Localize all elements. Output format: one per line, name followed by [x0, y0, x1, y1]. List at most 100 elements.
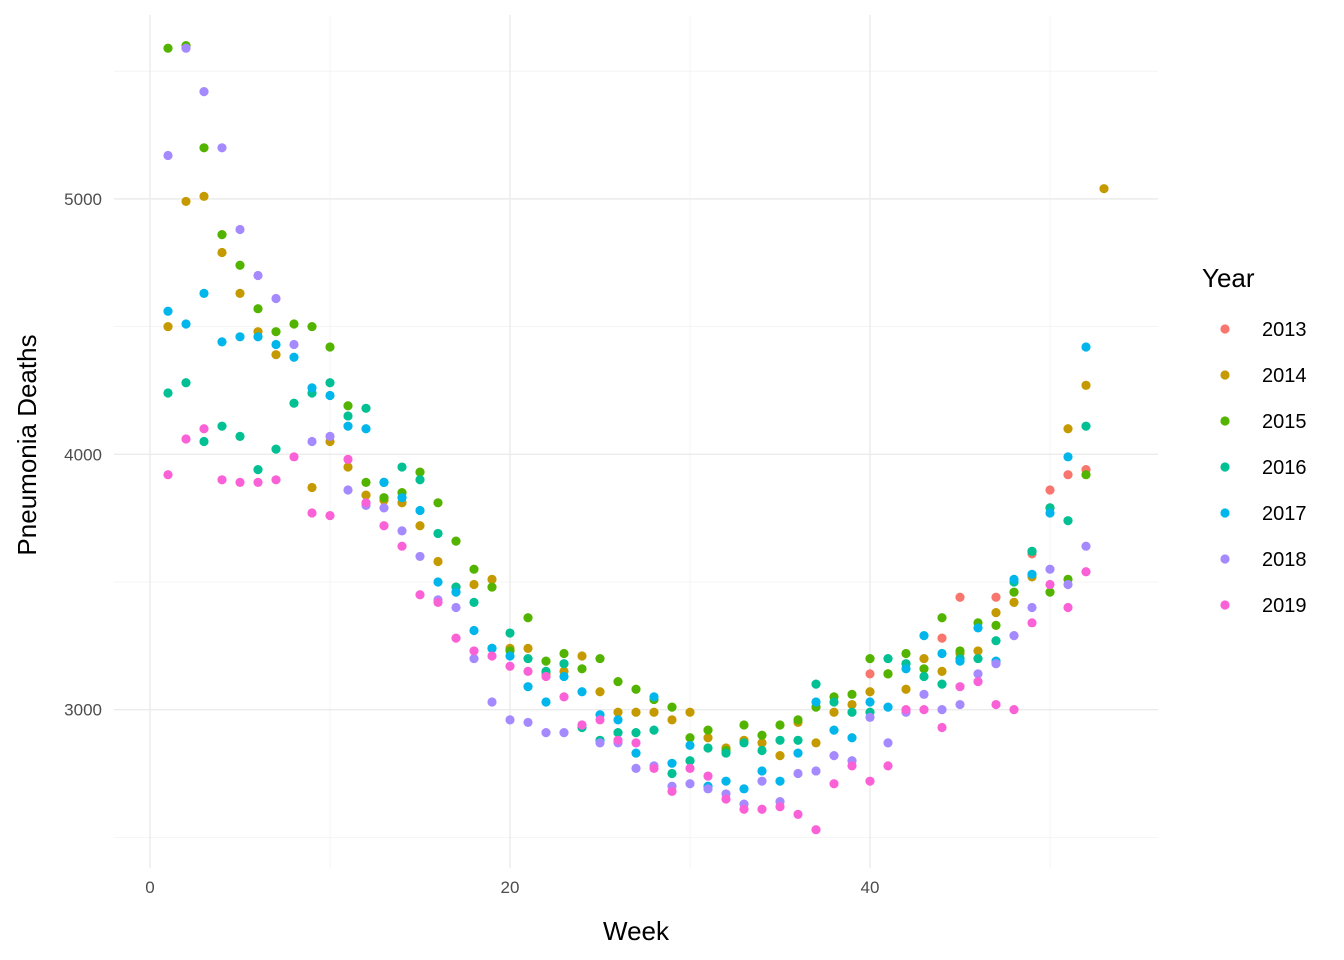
data-point [397, 462, 407, 472]
data-point [217, 475, 227, 485]
data-point [1027, 546, 1037, 556]
data-point [757, 804, 767, 814]
data-point [379, 493, 389, 503]
data-point [325, 342, 335, 352]
data-point [685, 740, 695, 751]
data-point [685, 756, 695, 766]
data-point [973, 669, 983, 679]
data-point [1081, 421, 1091, 431]
data-point [325, 390, 335, 401]
data-point [865, 776, 875, 786]
legend-label-2015: 2015 [1262, 411, 1307, 433]
data-point [487, 582, 497, 592]
data-point [163, 306, 173, 316]
data-point [937, 633, 947, 643]
legend-label-2014: 2014 [1262, 365, 1307, 387]
data-point [847, 699, 857, 710]
data-point [235, 477, 245, 487]
data-point [163, 388, 173, 398]
data-point [343, 462, 353, 472]
data-point [577, 651, 587, 661]
data-point [757, 745, 767, 756]
series-2017 [163, 288, 1091, 794]
data-point [739, 738, 749, 748]
data-point [181, 434, 191, 444]
data-point [181, 378, 191, 388]
data-point [865, 697, 875, 707]
data-point [1045, 587, 1055, 597]
data-point [667, 702, 677, 712]
data-point [955, 682, 965, 692]
data-point [919, 630, 929, 641]
x-axis-title: Week [603, 916, 670, 946]
data-point [217, 247, 227, 258]
data-point [343, 411, 353, 421]
data-point [829, 725, 839, 735]
data-point [757, 730, 767, 740]
data-point [361, 498, 371, 508]
data-point [469, 597, 479, 607]
legend-label-2013: 2013 [1262, 319, 1307, 341]
data-point [289, 339, 299, 350]
data-point [1063, 452, 1073, 462]
data-point [901, 664, 911, 674]
data-point [613, 707, 623, 717]
data-point [721, 776, 731, 786]
x-tick-label: 0 [145, 878, 154, 897]
data-point [415, 521, 425, 531]
data-point [1009, 574, 1019, 585]
data-point [865, 653, 875, 664]
data-point [235, 288, 245, 298]
data-point [703, 725, 713, 735]
data-point [433, 556, 443, 567]
data-point [703, 784, 713, 794]
data-point [235, 224, 245, 235]
data-point [919, 653, 929, 664]
data-point [199, 191, 209, 201]
data-point [1081, 380, 1091, 390]
data-point [1027, 602, 1037, 613]
data-point [937, 705, 947, 715]
data-point [757, 738, 767, 748]
data-point [379, 503, 389, 513]
data-point [415, 467, 425, 477]
data-point [415, 590, 425, 600]
data-point [1009, 597, 1019, 607]
data-point [397, 526, 407, 536]
data-point [307, 508, 317, 518]
data-point [1081, 541, 1091, 551]
data-point [469, 653, 479, 664]
data-point [847, 761, 857, 771]
data-point [757, 766, 767, 776]
grid-lines [114, 15, 1158, 868]
data-point [217, 337, 227, 347]
data-point [829, 707, 839, 717]
data-point [991, 699, 1001, 710]
data-point [883, 702, 893, 712]
data-point [469, 579, 479, 590]
data-point [937, 613, 947, 623]
data-point [343, 454, 353, 464]
data-point [649, 763, 659, 773]
series-2016 [163, 378, 1091, 779]
data-point [937, 722, 947, 733]
legend-key-2015 [1220, 416, 1230, 426]
data-point [1027, 618, 1037, 628]
data-point [721, 748, 731, 758]
data-point [289, 319, 299, 329]
data-point [991, 608, 1001, 618]
data-point [847, 707, 857, 717]
data-point [361, 424, 371, 434]
data-point [883, 761, 893, 771]
data-point [253, 477, 263, 487]
data-point [1081, 567, 1091, 577]
data-point [289, 398, 299, 408]
legend-label-2016: 2016 [1262, 457, 1307, 479]
data-point [307, 436, 317, 447]
data-point [793, 809, 803, 819]
data-point [937, 666, 947, 676]
data-point [685, 707, 695, 717]
data-point [667, 715, 677, 725]
data-point [901, 705, 911, 715]
